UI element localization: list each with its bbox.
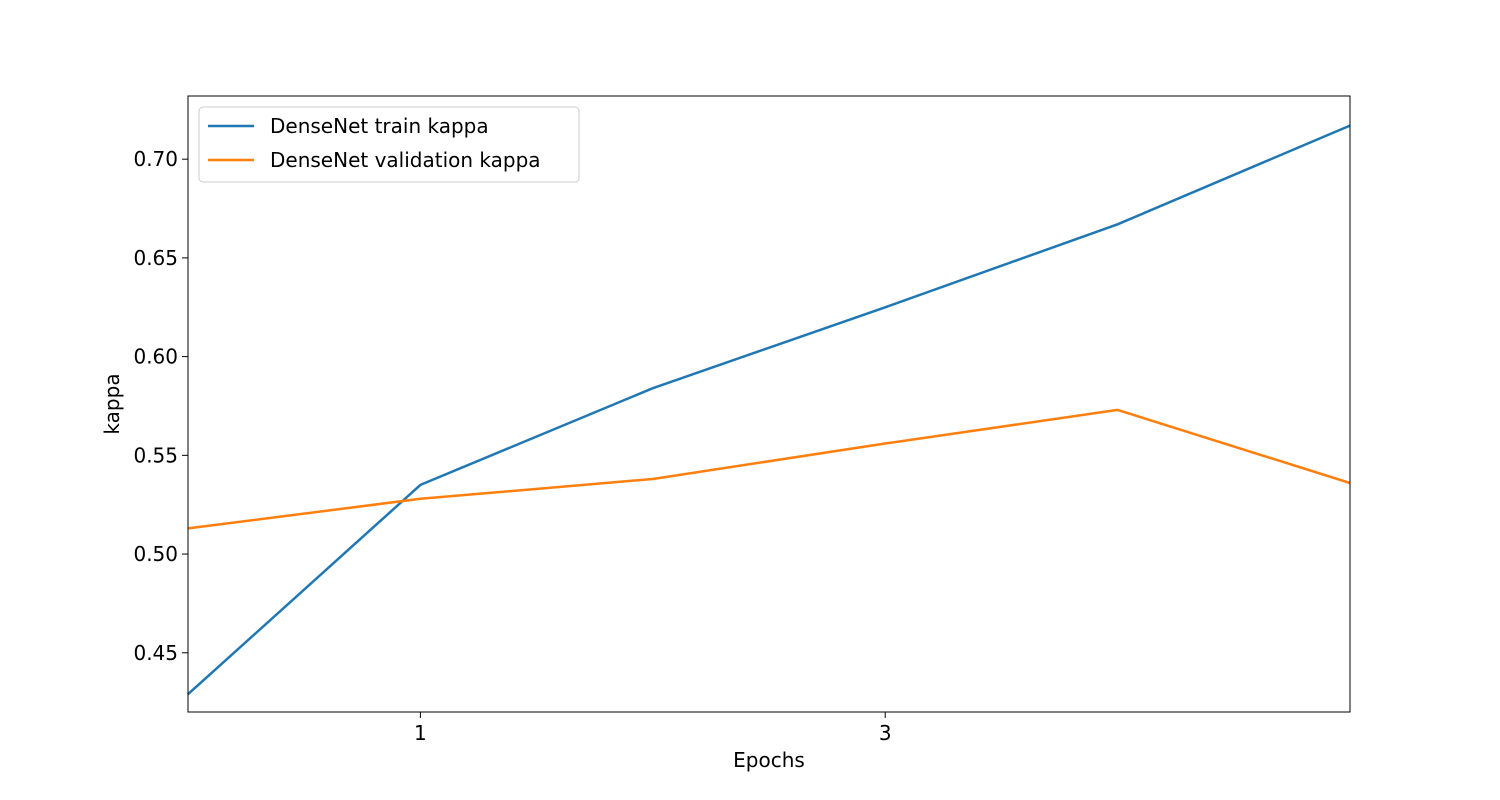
y-axis: 0.45 0.50 0.55 0.60 0.65 0.70	[133, 147, 188, 665]
y-tick-label: 0.60	[133, 345, 178, 369]
y-tick-label: 0.50	[133, 542, 178, 566]
y-axis-label: kappa	[100, 373, 124, 434]
plot-lines	[187, 124, 1351, 696]
x-tick-label: 1	[414, 721, 427, 745]
plot-frame	[187, 95, 1351, 713]
y-tick-label: 0.45	[133, 641, 178, 665]
x-axis-label: Epochs	[733, 748, 805, 772]
x-tick-label: 3	[879, 721, 892, 745]
y-tick-label: 0.65	[133, 246, 178, 270]
legend-box	[198, 106, 580, 183]
y-tick-label: 0.55	[133, 443, 178, 467]
series-line-0	[187, 124, 1351, 696]
series-line-1	[187, 408, 1351, 530]
legend-label-0: DenseNet train kappa	[270, 114, 489, 138]
legend-label-1: DenseNet validation kappa	[270, 148, 541, 172]
legend: DenseNet train kappa DenseNet validation …	[198, 106, 580, 183]
y-tick-label: 0.70	[133, 147, 178, 171]
